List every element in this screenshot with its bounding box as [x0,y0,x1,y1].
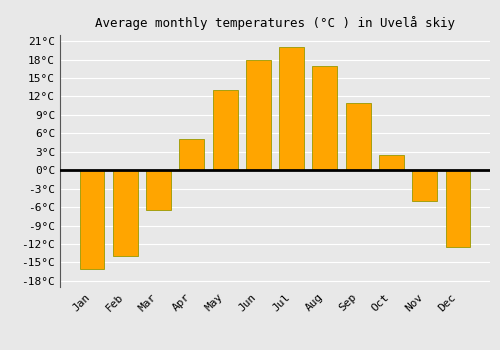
Bar [446,170,470,247]
Bar [80,170,104,268]
Bar [312,66,338,170]
Title: Average monthly temperatures (°C ) in Uvelå skiy: Average monthly temperatures (°C ) in Uv… [95,16,455,30]
Bar [113,170,138,256]
Bar [346,103,370,170]
Bar [212,90,238,170]
Bar [246,60,271,170]
Bar [146,170,171,210]
Bar [412,170,437,201]
Bar [180,140,204,170]
Bar [379,155,404,170]
Bar [279,47,304,170]
